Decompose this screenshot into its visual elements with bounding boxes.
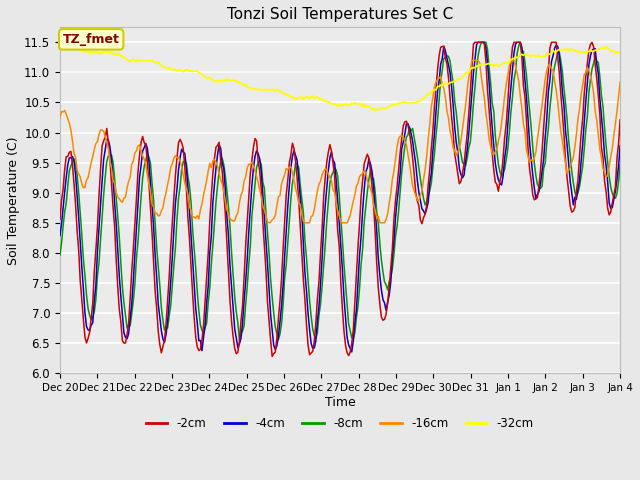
Legend: -2cm, -4cm, -8cm, -16cm, -32cm: -2cm, -4cm, -8cm, -16cm, -32cm xyxy=(141,412,539,435)
Y-axis label: Soil Temperature (C): Soil Temperature (C) xyxy=(7,136,20,264)
Text: TZ_fmet: TZ_fmet xyxy=(63,33,120,46)
Title: Tonzi Soil Temperatures Set C: Tonzi Soil Temperatures Set C xyxy=(227,7,453,22)
X-axis label: Time: Time xyxy=(324,396,355,409)
